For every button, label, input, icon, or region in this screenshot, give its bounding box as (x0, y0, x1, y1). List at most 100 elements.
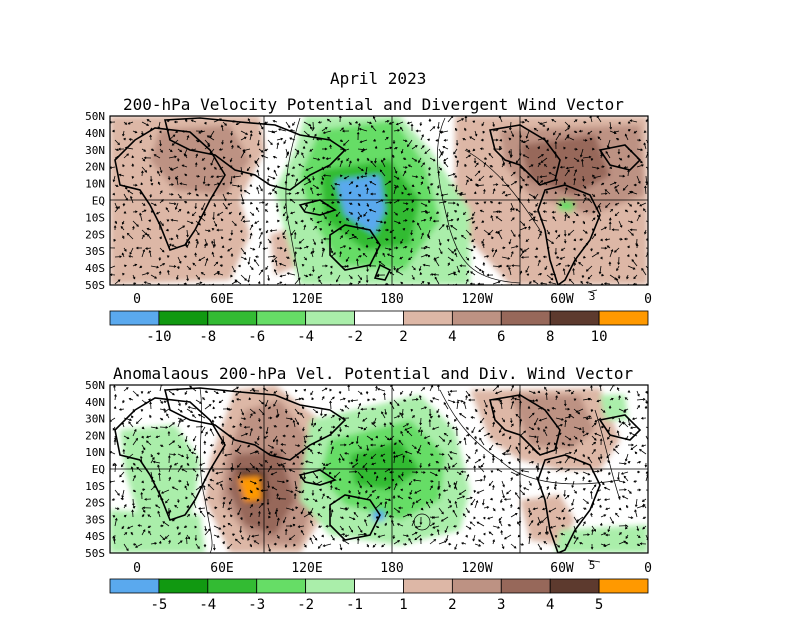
wind-vector (474, 130, 477, 137)
wind-vector (127, 233, 134, 240)
wind-vector (357, 480, 362, 488)
wind-vector (348, 441, 354, 446)
wind-vector-head (411, 184, 415, 187)
wind-vector-head (454, 252, 458, 256)
wind-vector-head (606, 245, 610, 249)
wind-vector (213, 238, 216, 247)
wind-vector-head (195, 153, 199, 157)
wind-vector-head (342, 129, 345, 133)
wind-vector-head (148, 249, 152, 253)
panel2-lon-label: 120E (291, 561, 322, 576)
wind-vector-head (239, 212, 242, 216)
wind-vector (267, 175, 275, 180)
panel1-lon-labels: 0 60E 120E 180 120W 60W 0 (133, 292, 652, 307)
wind-vector-head (592, 194, 596, 198)
wind-vector (607, 525, 611, 532)
wind-vector-head (171, 192, 174, 196)
wind-vector-head (615, 188, 618, 192)
wind-vector-head (303, 440, 307, 444)
wind-vector (249, 480, 257, 485)
wind-vector-head (529, 533, 532, 537)
wind-vector-head (370, 437, 374, 441)
wind-vector (211, 241, 215, 249)
wind-vector (393, 166, 397, 174)
wind-vector (623, 184, 629, 191)
wind-vector-head (593, 441, 597, 445)
wind-vector-head (169, 464, 172, 468)
wind-vector-head (317, 275, 321, 279)
wind-vector-head (214, 416, 217, 420)
wind-vector (625, 453, 629, 462)
wind-vector (569, 278, 575, 285)
wind-vector-head (170, 218, 174, 222)
wind-vector-head (158, 258, 162, 261)
wind-vector (415, 525, 422, 528)
wind-vector (150, 265, 159, 268)
wind-vector-head (396, 185, 400, 188)
wind-vector (294, 152, 299, 159)
wind-vector-head (255, 207, 259, 210)
wind-vector-head (622, 480, 626, 484)
wind-vector-head (335, 286, 337, 288)
wind-vector (186, 444, 191, 452)
wind-vector-head (392, 451, 396, 454)
wind-vector (402, 408, 404, 416)
wind-vector (289, 534, 296, 540)
wind-vector-head (528, 535, 532, 539)
wind-vector (465, 507, 470, 513)
wind-vector-head (440, 519, 444, 522)
wind-vector (222, 121, 227, 126)
wind-vector-head (604, 498, 607, 501)
wind-vector (157, 511, 161, 518)
wind-vector-head (534, 435, 538, 439)
wind-vector (452, 510, 458, 518)
wind-vector-head (532, 412, 535, 416)
wind-vector (528, 390, 536, 394)
wind-vector (400, 238, 404, 244)
wind-vector-head (181, 164, 185, 168)
wind-vector-head (364, 184, 368, 187)
wind-vector (420, 162, 425, 168)
wind-vector-head (141, 480, 144, 484)
wind-vector (564, 468, 570, 473)
wind-vector (396, 121, 404, 125)
wind-vector-head (524, 119, 527, 122)
wind-vector (492, 188, 495, 195)
wind-vector-head (272, 155, 276, 159)
wind-vector (249, 224, 253, 231)
wind-vector-head (237, 475, 241, 479)
wind-vector (114, 463, 116, 473)
wind-vector-head (646, 251, 648, 254)
wind-vector-head (567, 215, 570, 219)
wind-vector-head (112, 535, 115, 539)
wind-vector-head (624, 526, 628, 530)
wind-vector-head (146, 227, 150, 231)
wind-vector-head (365, 391, 369, 395)
wind-vector-head (378, 261, 382, 264)
wind-vector-head (407, 513, 411, 517)
panel2-grid (110, 385, 648, 553)
wind-vector (474, 543, 481, 547)
wind-vector-head (629, 432, 632, 435)
wind-vector-head (395, 147, 398, 150)
wind-vector-head (605, 507, 608, 511)
wind-vector-head (306, 287, 308, 289)
wind-vector-head (389, 422, 393, 425)
wind-vector-head (388, 486, 391, 490)
wind-vector-head (186, 505, 189, 508)
wind-vector-head (207, 483, 211, 487)
wind-vector-head (616, 430, 620, 434)
wind-vector-head (523, 430, 527, 434)
wind-vector (645, 238, 648, 241)
wind-vector-head (420, 507, 424, 511)
panel1-lat-label: 40N (85, 127, 105, 140)
panel1-colorbar-swatch (500, 310, 551, 326)
wind-vector-head (622, 188, 626, 191)
wind-vector-head (160, 417, 164, 421)
wind-vector (369, 209, 377, 213)
wind-vector-head (469, 521, 473, 525)
wind-vector (407, 121, 413, 124)
wind-vector-head (454, 547, 457, 551)
wind-vector (609, 121, 612, 129)
wind-vector-head (421, 232, 424, 236)
